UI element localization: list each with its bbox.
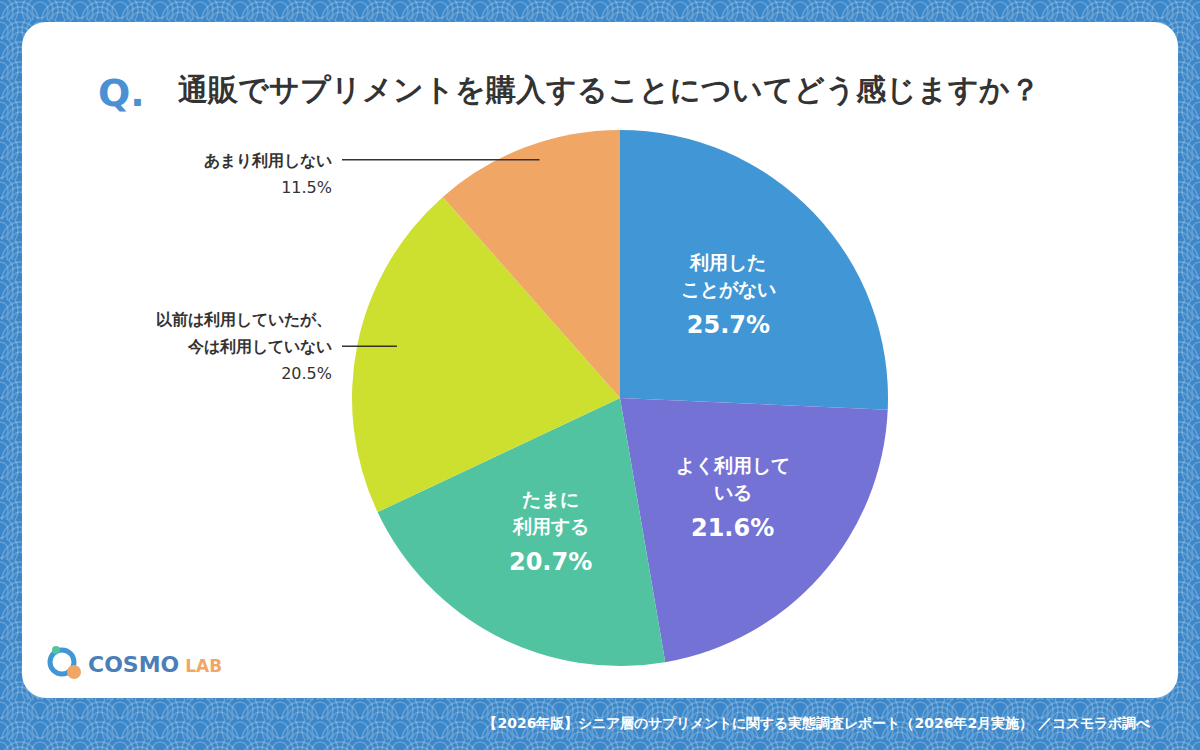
outside-label: 以前は利用していたが、今は利用していない 20.5% [156, 310, 397, 383]
logo-icon [52, 646, 60, 654]
pie-slice [620, 130, 888, 410]
source-note: 【2026年版】シニア層のサプリメントに関する実態調査レポート（2026年2月実… [483, 715, 1151, 731]
value-label: 11.5% [281, 178, 332, 197]
background [0, 0, 1200, 750]
label-line: いる [714, 481, 752, 503]
question-marker: Q. [98, 71, 145, 115]
inside-label: たまに利用する 20.7% [509, 488, 592, 576]
label-line: 利用した [689, 251, 766, 273]
value-label: 20.7% [509, 548, 592, 576]
logo-word: COSMO [88, 652, 179, 677]
label-line: よく利用して [676, 454, 790, 476]
inside-label: 利用したことがない 25.7% [681, 251, 776, 339]
value-label: 21.6% [691, 514, 774, 542]
logo-word: LAB [179, 656, 222, 676]
label-line: 今は利用していない [187, 337, 332, 356]
label-line: たまに [522, 488, 579, 510]
labels: 利用したことがない 25.7% よく利用している 21.6% たまに利用する 20.7% 以… [156, 151, 790, 576]
value-label: 25.7% [687, 311, 770, 339]
label-line: 以前は利用していたが、 [156, 310, 332, 329]
logo-icon [67, 665, 81, 679]
category-label: あまり利用しない [204, 151, 332, 170]
category-label: よく利用している [676, 454, 790, 503]
chart-root: Q. 通販でサプリメントを購入することについてどう感じますか？ 利用したことがない 2… [0, 0, 1200, 750]
category-label: たまに利用する [512, 488, 589, 537]
logo-text: COSMO LAB [88, 652, 222, 677]
pie-slice [443, 130, 620, 398]
background-pattern [0, 0, 1200, 750]
card [22, 22, 1178, 698]
leader-line [342, 346, 397, 348]
logo: COSMO LAB [50, 646, 222, 679]
label-line: あまり利用しない [204, 151, 332, 170]
label-line: ことがない [681, 278, 776, 300]
label-line: 利用する [512, 515, 589, 537]
title: 通販でサプリメントを購入することについてどう感じますか？ [178, 72, 1040, 107]
category-label: 以前は利用していたが、今は利用していない [156, 310, 332, 356]
value-label: 20.5% [281, 364, 332, 383]
category-label: 利用したことがない [681, 251, 776, 300]
outside-label: あまり利用しない 11.5% [204, 151, 539, 197]
leader-line [342, 159, 539, 161]
slices [352, 130, 888, 666]
inside-label: よく利用している 21.6% [676, 454, 790, 542]
pie-slice [620, 398, 888, 662]
